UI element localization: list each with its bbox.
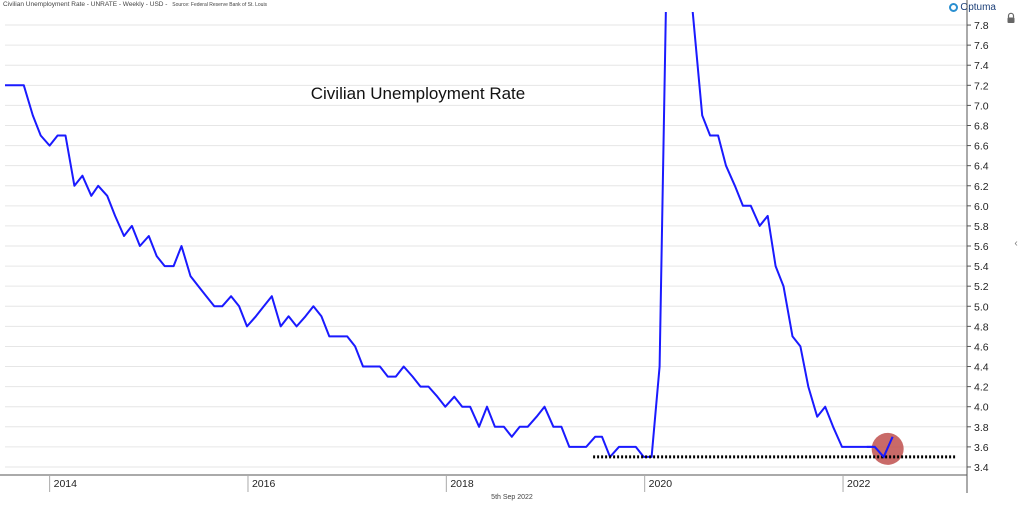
chevron-left-icon[interactable]: ‹ — [1014, 238, 1018, 249]
x-tick-label: 2022 — [847, 478, 871, 490]
y-tick-label: 5.8 — [974, 221, 989, 233]
y-tick-label: 3.8 — [974, 422, 989, 434]
x-tick-label: 2016 — [252, 478, 276, 490]
y-tick-label: 5.6 — [974, 241, 989, 253]
series-layer — [5, 12, 894, 458]
y-axis: 3.4 3.6 3.8 4.0 4.2 4.4 4.6 4.8 5.0 5.2 5.4 5.6 5.8 6… — [967, 20, 989, 474]
y-tick-label: 6.6 — [974, 141, 989, 153]
grid-lines — [5, 24, 967, 468]
y-tick-label: 6.2 — [974, 181, 989, 193]
y-tick-label: 7.0 — [974, 100, 989, 112]
y-tick-label: 6.8 — [974, 120, 989, 132]
chart-title: Civilian Unemployment Rate — [311, 84, 525, 103]
series-label: Civilian Unemployment Rate - UNRATE - We… — [3, 1, 168, 8]
y-tick-label: 7.6 — [974, 40, 989, 52]
x-tick-label: 2014 — [54, 478, 78, 490]
y-tick-label: 7.8 — [974, 20, 989, 32]
x-axis: 2014 2016 2018 2020 2022 — [49, 475, 871, 492]
y-tick-label: 3.6 — [974, 442, 989, 454]
optuma-logo: Optuma — [949, 2, 996, 13]
y-tick-label: 6.4 — [974, 161, 989, 173]
y-tick-label: 5.0 — [974, 301, 989, 313]
source-label: Source: Federal Reserve Bank of St. Loui… — [172, 2, 268, 8]
y-tick-label: 5.2 — [974, 281, 989, 293]
series-line-overlay — [866, 436, 894, 459]
y-tick-label: 5.4 — [974, 261, 989, 273]
y-tick-label: 7.2 — [974, 80, 989, 92]
x-tick-label: 2018 — [450, 478, 474, 490]
y-tick-label: 4.6 — [974, 341, 989, 353]
y-tick-label: 4.8 — [974, 321, 989, 333]
y-tick-label: 7.4 — [974, 60, 989, 72]
y-tick-label: 4.0 — [974, 402, 989, 414]
y-tick-label: 3.4 — [974, 462, 989, 474]
series-line-0 — [5, 12, 894, 458]
x-tick-label: 2020 — [649, 478, 673, 490]
y-tick-label: 6.0 — [974, 201, 989, 213]
lock-icon[interactable] — [1005, 12, 1017, 24]
optuma-logo-icon — [949, 3, 959, 12]
marker-layer — [593, 432, 956, 465]
logo-text: Optuma — [960, 2, 996, 13]
y-tick-label: 4.2 — [974, 382, 989, 394]
chart-header: Civilian Unemployment Rate - UNRATE - We… — [3, 1, 267, 8]
y-tick-label: 4.4 — [974, 362, 989, 374]
footer-date: 5th Sep 2022 — [491, 494, 533, 501]
